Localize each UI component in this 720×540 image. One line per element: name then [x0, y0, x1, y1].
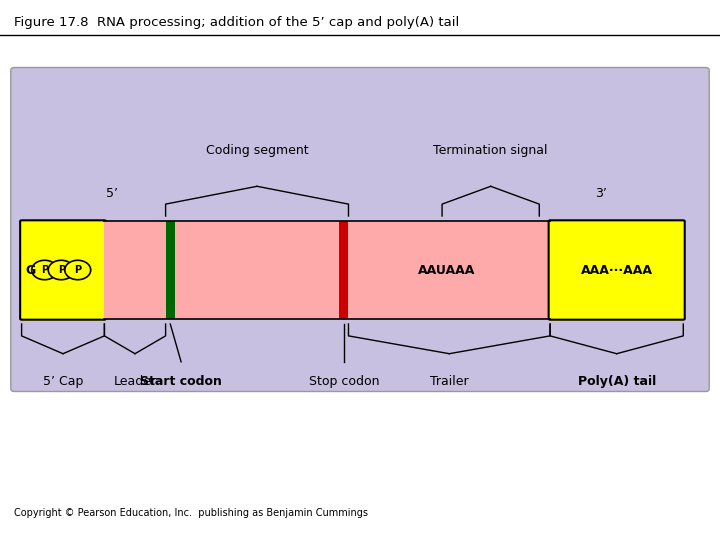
- Text: 5’: 5’: [106, 187, 117, 200]
- Bar: [175, 221, 339, 319]
- FancyBboxPatch shape: [20, 220, 106, 320]
- Text: Copyright © Pearson Education, Inc.  publishing as Benjamin Cummings: Copyright © Pearson Education, Inc. publ…: [14, 508, 369, 518]
- Text: Leader: Leader: [114, 375, 156, 388]
- Text: P: P: [58, 265, 65, 275]
- Circle shape: [65, 260, 91, 280]
- Text: AAUAAA: AAUAAA: [418, 264, 475, 276]
- Bar: [104, 221, 166, 319]
- FancyBboxPatch shape: [549, 220, 685, 320]
- Text: G: G: [25, 264, 35, 276]
- Bar: [348, 221, 550, 319]
- Text: Trailer: Trailer: [430, 375, 469, 388]
- Circle shape: [48, 260, 74, 280]
- Text: 3’: 3’: [595, 187, 607, 200]
- Text: P: P: [74, 265, 81, 275]
- Text: 5’ Cap: 5’ Cap: [42, 375, 84, 388]
- Bar: [166, 221, 175, 319]
- Text: Stop codon: Stop codon: [309, 375, 379, 388]
- Text: Coding segment: Coding segment: [206, 144, 308, 157]
- FancyBboxPatch shape: [11, 68, 709, 392]
- Text: Poly(A) tail: Poly(A) tail: [577, 375, 656, 388]
- Text: Start codon: Start codon: [140, 375, 222, 388]
- Text: P: P: [41, 265, 48, 275]
- Text: Termination signal: Termination signal: [433, 144, 548, 157]
- Circle shape: [32, 260, 58, 280]
- Text: AAA···AAA: AAA···AAA: [581, 264, 653, 276]
- Bar: [339, 221, 348, 319]
- Text: Figure 17.8  RNA processing; addition of the 5’ cap and poly(A) tail: Figure 17.8 RNA processing; addition of …: [14, 16, 459, 29]
